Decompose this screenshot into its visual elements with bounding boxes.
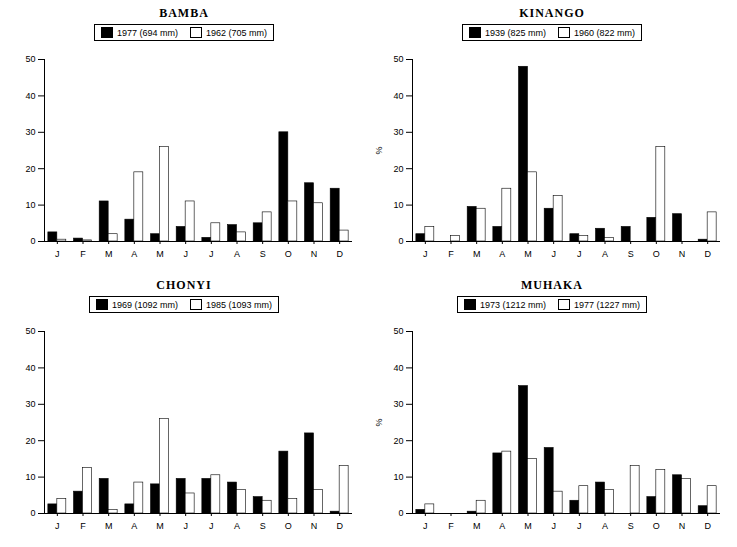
svg-text:A: A <box>499 521 505 531</box>
svg-text:40: 40 <box>393 91 403 101</box>
svg-text:D: D <box>704 521 711 531</box>
html-text:CHONYI: CHONYI <box>156 278 212 292</box>
svg-text:40: 40 <box>393 363 403 373</box>
svg-text:N: N <box>679 249 686 259</box>
svg-text:20: 20 <box>393 164 403 174</box>
svg-text:D: D <box>336 521 343 531</box>
svg-text:F: F <box>448 249 454 259</box>
html-text:1973 (1212 mm): 1973 (1212 mm) <box>480 299 546 310</box>
svg-text:O: O <box>285 249 292 259</box>
svg-text:M: M <box>105 249 113 259</box>
svg-text:A: A <box>131 249 137 259</box>
svg-text:20: 20 <box>25 436 35 446</box>
svg-text:10: 10 <box>393 472 403 482</box>
html-text:1977 (1227 mm): 1977 (1227 mm) <box>574 299 640 310</box>
svg-text:N: N <box>311 249 318 259</box>
html-text:1985 (1093 mm): 1985 (1093 mm) <box>206 299 272 310</box>
svg-text:40: 40 <box>25 91 35 101</box>
svg-text:J: J <box>55 521 60 531</box>
svg-text:A: A <box>234 521 240 531</box>
html-text:KINANGO: KINANGO <box>519 6 585 20</box>
svg-text:N: N <box>311 521 318 531</box>
html-text:1977 (694 mm): 1977 (694 mm) <box>117 27 178 38</box>
svg-text:20: 20 <box>393 436 403 446</box>
svg-text:O: O <box>653 249 660 259</box>
svg-text:M: M <box>473 249 481 259</box>
html-text:1969 (1092 mm): 1969 (1092 mm) <box>112 299 178 310</box>
svg-text:M: M <box>524 521 532 531</box>
html-text:MUHAKA: MUHAKA <box>521 278 583 292</box>
svg-text:M: M <box>105 521 113 531</box>
svg-text:D: D <box>336 249 343 259</box>
svg-text:%: % <box>374 146 384 154</box>
html-text:1939 (825 mm): 1939 (825 mm) <box>485 27 546 38</box>
svg-text:J: J <box>183 249 188 259</box>
svg-text:F: F <box>80 521 86 531</box>
svg-text:J: J <box>577 249 582 259</box>
svg-text:0: 0 <box>398 236 403 246</box>
svg-text:10: 10 <box>25 200 35 210</box>
svg-text:J: J <box>551 521 556 531</box>
svg-text:0: 0 <box>398 508 403 518</box>
svg-text:%: % <box>374 418 384 426</box>
svg-text:A: A <box>234 249 240 259</box>
svg-text:S: S <box>260 249 266 259</box>
svg-text:A: A <box>602 521 608 531</box>
svg-text:S: S <box>260 521 266 531</box>
svg-text:0: 0 <box>30 236 35 246</box>
svg-text:J: J <box>551 249 556 259</box>
svg-text:D: D <box>704 249 711 259</box>
svg-text:J: J <box>577 521 582 531</box>
svg-text:J: J <box>423 249 428 259</box>
svg-text:M: M <box>524 249 532 259</box>
svg-text:M: M <box>156 249 164 259</box>
svg-text:50: 50 <box>393 54 403 64</box>
svg-text:50: 50 <box>393 326 403 336</box>
svg-text:F: F <box>448 521 454 531</box>
svg-text:F: F <box>80 249 86 259</box>
svg-text:J: J <box>209 521 214 531</box>
svg-text:M: M <box>156 521 164 531</box>
svg-text:O: O <box>285 521 292 531</box>
svg-text:S: S <box>628 249 634 259</box>
svg-text:A: A <box>131 521 137 531</box>
svg-text:J: J <box>183 521 188 531</box>
svg-text:10: 10 <box>25 472 35 482</box>
svg-text:20: 20 <box>25 164 35 174</box>
svg-text:J: J <box>55 249 60 259</box>
svg-text:A: A <box>499 249 505 259</box>
svg-text:50: 50 <box>25 326 35 336</box>
svg-text:J: J <box>209 249 214 259</box>
svg-text:0: 0 <box>30 508 35 518</box>
svg-text:A: A <box>602 249 608 259</box>
svg-text:10: 10 <box>393 200 403 210</box>
svg-text:30: 30 <box>393 399 403 409</box>
svg-text:40: 40 <box>25 363 35 373</box>
svg-text:30: 30 <box>393 127 403 137</box>
html-text:1960 (822 mm): 1960 (822 mm) <box>574 27 635 38</box>
svg-text:M: M <box>473 521 481 531</box>
svg-text:50: 50 <box>25 54 35 64</box>
svg-text:O: O <box>653 521 660 531</box>
svg-text:30: 30 <box>25 127 35 137</box>
svg-text:J: J <box>423 521 428 531</box>
svg-text:S: S <box>628 521 634 531</box>
html-text:1962 (705 mm): 1962 (705 mm) <box>206 27 267 38</box>
svg-text:N: N <box>679 521 686 531</box>
html-text:BAMBA: BAMBA <box>159 6 209 20</box>
svg-text:30: 30 <box>25 399 35 409</box>
